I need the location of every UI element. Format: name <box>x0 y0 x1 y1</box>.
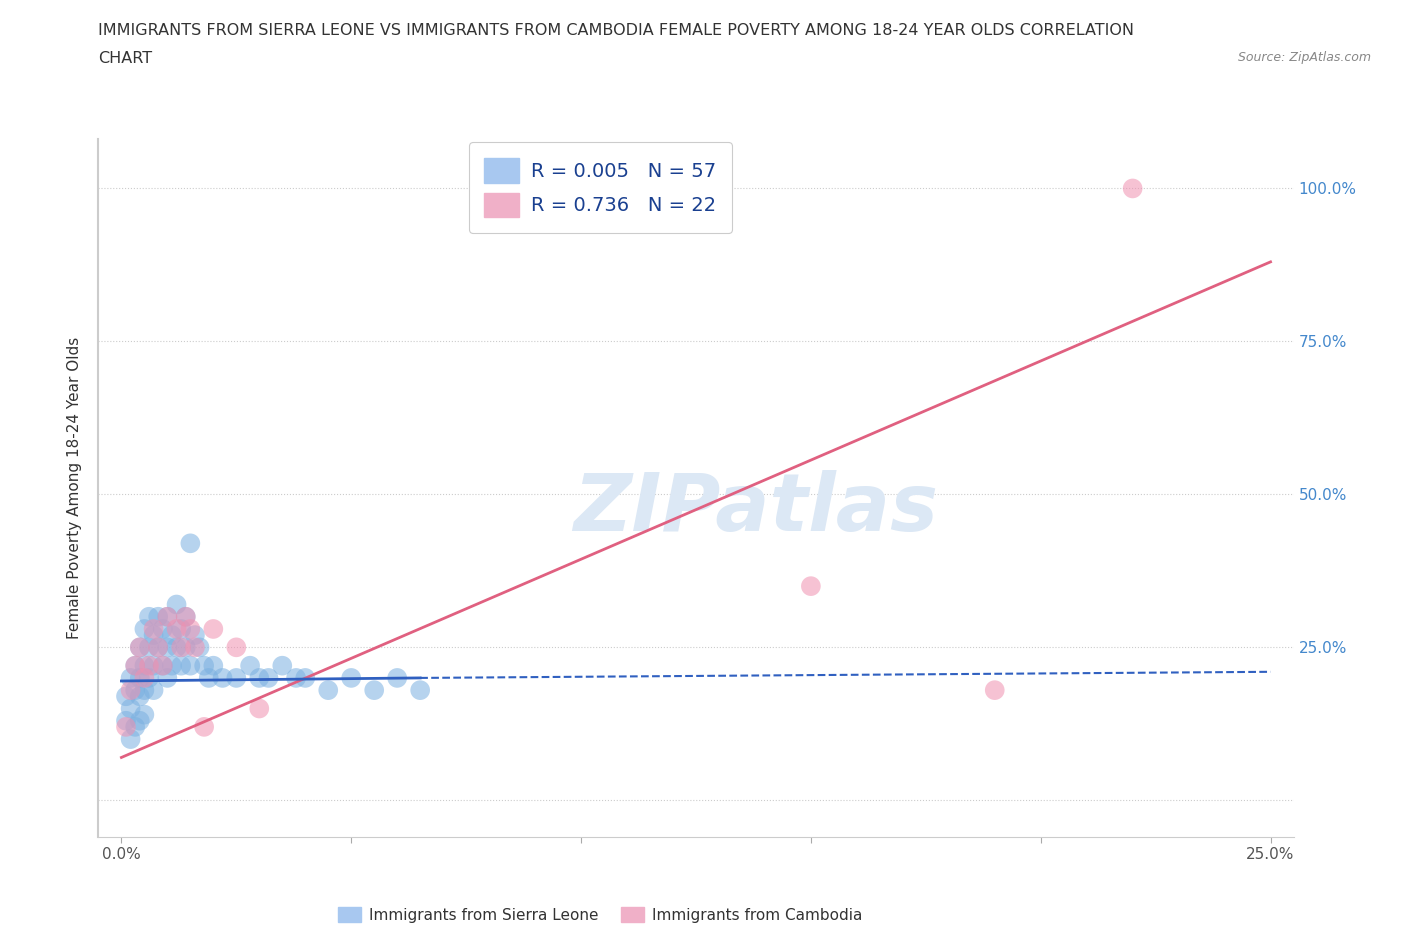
Point <box>174 609 197 624</box>
Text: CHART: CHART <box>98 51 152 66</box>
Point <box>134 683 156 698</box>
Point <box>115 720 138 735</box>
Point <box>179 621 201 636</box>
Point <box>128 689 150 704</box>
Point <box>156 671 179 685</box>
Point <box>148 640 170 655</box>
Point <box>247 671 270 685</box>
Point <box>120 732 142 747</box>
Point <box>188 640 211 655</box>
Point <box>128 713 150 728</box>
Point <box>138 658 160 673</box>
Point <box>156 609 179 624</box>
Point <box>800 578 823 593</box>
Point <box>128 640 150 655</box>
Point <box>179 658 201 673</box>
Point <box>124 658 146 673</box>
Point <box>1122 181 1144 196</box>
Point <box>202 621 225 636</box>
Point <box>166 621 188 636</box>
Point <box>316 683 339 698</box>
Point <box>363 683 385 698</box>
Text: ZIPatlas: ZIPatlas <box>574 471 938 548</box>
Text: Source: ZipAtlas.com: Source: ZipAtlas.com <box>1237 51 1371 64</box>
Point <box>120 683 142 698</box>
Point <box>138 671 160 685</box>
Point <box>340 671 363 685</box>
Point <box>239 658 262 673</box>
Point <box>385 671 409 685</box>
Point <box>271 658 294 673</box>
Point <box>166 597 188 612</box>
Point <box>134 658 156 673</box>
Point <box>152 658 174 673</box>
Point <box>124 683 146 698</box>
Point <box>115 689 138 704</box>
Point <box>170 658 193 673</box>
Point <box>115 713 138 728</box>
Point <box>160 628 183 643</box>
Point <box>120 701 142 716</box>
Point <box>156 640 179 655</box>
Point <box>152 658 174 673</box>
Point <box>174 609 197 624</box>
Point <box>294 671 316 685</box>
Point <box>134 621 156 636</box>
Point <box>170 621 193 636</box>
Point <box>160 658 183 673</box>
Point <box>247 701 270 716</box>
Point <box>142 683 165 698</box>
Point <box>124 658 146 673</box>
Point <box>184 640 207 655</box>
Point <box>124 720 146 735</box>
Text: IMMIGRANTS FROM SIERRA LEONE VS IMMIGRANTS FROM CAMBODIA FEMALE POVERTY AMONG 18: IMMIGRANTS FROM SIERRA LEONE VS IMMIGRAN… <box>98 23 1135 38</box>
Point <box>193 658 215 673</box>
Point <box>134 707 156 722</box>
Point <box>225 640 247 655</box>
Point <box>120 671 142 685</box>
Point <box>193 720 215 735</box>
Point <box>142 621 165 636</box>
Point <box>138 640 160 655</box>
Point <box>166 640 188 655</box>
Point <box>138 609 160 624</box>
Point <box>225 671 247 685</box>
Point <box>128 640 150 655</box>
Y-axis label: Female Poverty Among 18-24 Year Olds: Female Poverty Among 18-24 Year Olds <box>67 338 83 640</box>
Point <box>148 609 170 624</box>
Point <box>152 621 174 636</box>
Point <box>983 683 1005 698</box>
Point <box>142 658 165 673</box>
Point <box>156 609 179 624</box>
Point <box>148 640 170 655</box>
Point <box>142 628 165 643</box>
Point <box>285 671 308 685</box>
Point <box>170 640 193 655</box>
Point <box>409 683 432 698</box>
Point <box>202 658 225 673</box>
Point <box>211 671 233 685</box>
Point <box>128 671 150 685</box>
Legend: Immigrants from Sierra Leone, Immigrants from Cambodia: Immigrants from Sierra Leone, Immigrants… <box>332 900 869 929</box>
Point <box>257 671 280 685</box>
Point <box>174 640 197 655</box>
Point <box>197 671 219 685</box>
Point <box>134 671 156 685</box>
Point <box>179 536 201 551</box>
Point <box>184 628 207 643</box>
